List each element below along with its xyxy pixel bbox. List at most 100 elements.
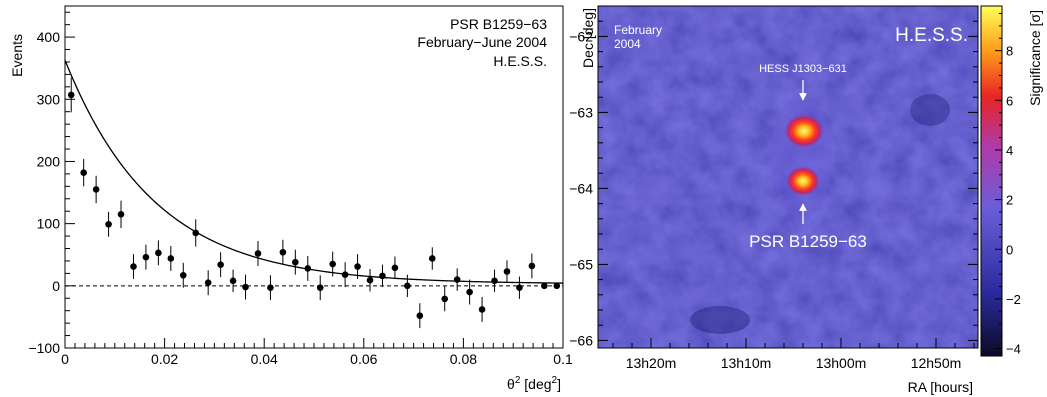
colorbar-tick-label: −2 bbox=[1006, 292, 1021, 307]
data-point bbox=[155, 249, 162, 257]
data-point bbox=[267, 284, 274, 291]
data-point bbox=[428, 255, 436, 262]
y-tick-label: 100 bbox=[37, 216, 61, 232]
data-point bbox=[142, 253, 150, 261]
source-label-j1303: HESS J1303−631 bbox=[759, 63, 847, 75]
data-point bbox=[466, 288, 473, 296]
source-halo bbox=[772, 95, 832, 219]
ra-tick-label: 13h00m bbox=[816, 355, 867, 371]
source-hotspot-psr bbox=[786, 166, 820, 196]
data-point bbox=[453, 276, 461, 283]
ra-tick-label: 13h20m bbox=[626, 355, 677, 371]
dec-tick-label: −64 bbox=[569, 180, 593, 196]
data-point bbox=[167, 255, 175, 262]
data-point bbox=[204, 279, 212, 287]
data-point bbox=[503, 268, 511, 275]
source-hotspot-j1303 bbox=[784, 114, 824, 148]
x-tick-label: 0.04 bbox=[251, 351, 278, 367]
x-tick-label: 0.08 bbox=[450, 351, 477, 367]
data-point bbox=[179, 271, 187, 279]
annotation-line-2: February−June 2004 bbox=[417, 34, 547, 50]
colorbar-tick-label: −4 bbox=[1006, 342, 1021, 357]
colorbar-tick-label: 2 bbox=[1006, 193, 1013, 208]
data-point bbox=[316, 284, 324, 291]
data-point bbox=[329, 260, 336, 268]
colorbar-tick-label: 6 bbox=[1006, 93, 1013, 108]
data-point bbox=[242, 283, 249, 291]
data-point bbox=[117, 211, 125, 218]
x-axis-label-sup: 2 bbox=[515, 375, 521, 386]
map-axis-ticks bbox=[598, 20, 978, 348]
colorbar-tick-label: 4 bbox=[1006, 143, 1013, 158]
x-axis-label-unit-sup: 2 bbox=[552, 375, 558, 386]
plot-frame bbox=[64, 5, 564, 349]
date-label-line-2: 2004 bbox=[614, 37, 641, 51]
data-point bbox=[130, 263, 137, 270]
data-point bbox=[217, 261, 224, 268]
x-axis-label-unit: [deg bbox=[520, 376, 551, 392]
map-fluctuation bbox=[879, 196, 911, 224]
data-point bbox=[354, 263, 361, 270]
y-tick-label: 400 bbox=[37, 29, 61, 45]
data-point bbox=[379, 272, 386, 280]
x-tick-label: 0.1 bbox=[553, 351, 573, 367]
data-point bbox=[254, 250, 262, 257]
dec-tick-label: −63 bbox=[569, 104, 593, 120]
experiment-label: H.E.S.S. bbox=[895, 25, 968, 46]
ra-tick-label: 13h10m bbox=[721, 355, 772, 371]
x-tick-label: 0.02 bbox=[151, 351, 178, 367]
source-label-psr: PSR B1259−63 bbox=[749, 232, 867, 251]
y-tick-label: 200 bbox=[37, 153, 61, 169]
x-axis-label-unit-close: ] bbox=[557, 376, 561, 392]
data-point bbox=[304, 265, 312, 272]
colorbar-label: Significance [σ] bbox=[1027, 10, 1043, 106]
data-point bbox=[491, 277, 498, 285]
y-tick-label: 300 bbox=[37, 91, 61, 107]
x-axis-label: θ2 [deg2] bbox=[507, 375, 561, 392]
data-point bbox=[553, 282, 561, 290]
date-label-line-1: February bbox=[614, 23, 662, 37]
colorbar-tick-label: 0 bbox=[1006, 242, 1013, 257]
x-tick-label: 0 bbox=[61, 351, 69, 367]
colorbar-tick-label: 8 bbox=[1006, 44, 1013, 59]
dec-tick-label: −62 bbox=[569, 28, 593, 44]
map-fluctuation bbox=[910, 94, 950, 126]
data-point bbox=[416, 312, 424, 319]
data-point bbox=[404, 282, 411, 290]
x-tick-label: 0.06 bbox=[350, 351, 377, 367]
map-tick-labels: −62 −63 −64 −65 −66 13h20m 13h10m 13h00m 12h50m bbox=[569, 28, 961, 371]
y-tick-label: −100 bbox=[28, 340, 60, 356]
data-point bbox=[292, 258, 299, 266]
fit-curve bbox=[65, 59, 563, 284]
x-axis-label-theta: θ bbox=[507, 376, 515, 392]
map-x-axis-label: RA [hours] bbox=[908, 379, 973, 395]
data-point bbox=[441, 295, 449, 303]
data-point bbox=[92, 186, 100, 193]
y-axis-label: Events bbox=[9, 34, 25, 77]
map-frame bbox=[597, 5, 979, 349]
y-tick-label: 0 bbox=[52, 278, 60, 294]
data-point bbox=[105, 220, 112, 228]
data-point bbox=[541, 282, 548, 290]
map-fluctuation bbox=[638, 174, 682, 206]
data-point bbox=[192, 229, 200, 237]
data-points bbox=[67, 77, 561, 329]
data-point bbox=[516, 284, 523, 291]
axis-ticks bbox=[64, 11, 564, 349]
data-point bbox=[366, 276, 374, 284]
colorbar-ticks: −4 −2 0 2 4 6 8 bbox=[995, 12, 1021, 357]
data-point bbox=[80, 169, 87, 176]
colorbar bbox=[980, 5, 1003, 357]
data-point bbox=[279, 248, 287, 256]
data-point bbox=[528, 262, 536, 270]
ra-tick-label: 12h50m bbox=[911, 355, 962, 371]
annotation-line-3: H.E.S.S. bbox=[493, 53, 547, 69]
data-point bbox=[229, 277, 237, 285]
data-point bbox=[478, 306, 486, 313]
dec-tick-label: −65 bbox=[569, 256, 593, 272]
dec-tick-label: −66 bbox=[569, 332, 593, 348]
